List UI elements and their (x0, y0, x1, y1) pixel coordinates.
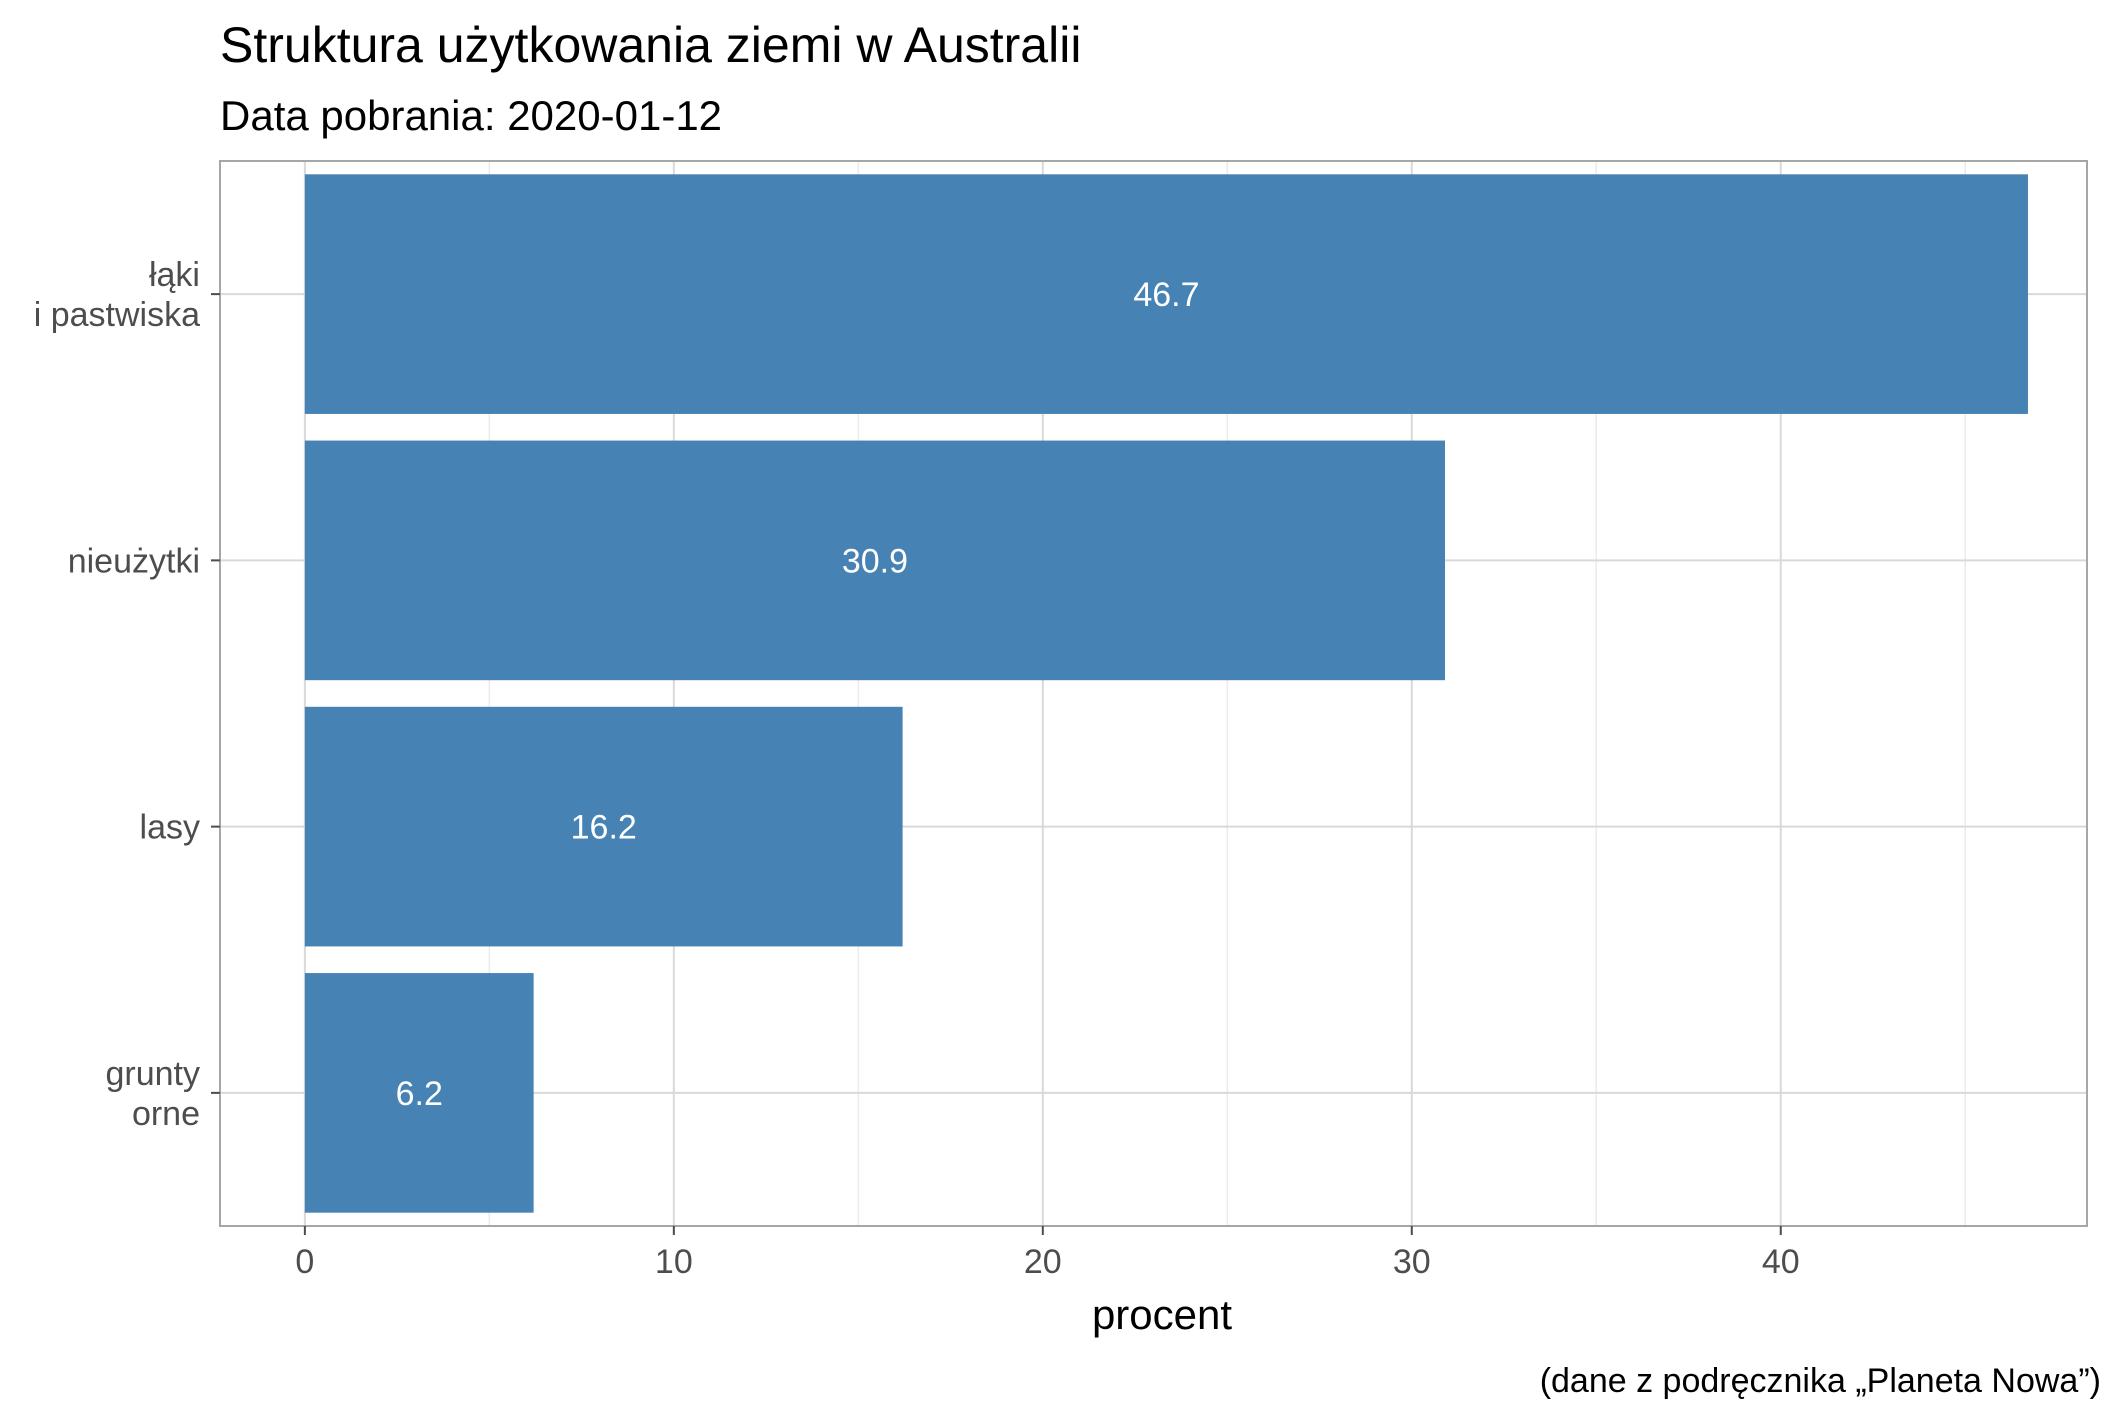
category-label-line: lasy (140, 809, 200, 847)
bar (304, 174, 2028, 414)
x-tick-label: 0 (295, 1243, 314, 1281)
category-label-line: grunty (106, 1055, 201, 1093)
x-tick-label: 20 (1024, 1243, 1062, 1281)
category-label: nieużytki (68, 542, 200, 580)
panel-border (219, 160, 2088, 1227)
category-label-line: łąki (149, 256, 200, 294)
category-label-line: i pastwiska (34, 296, 200, 334)
category-label: grunty orne (106, 1055, 201, 1133)
data-label: 16.2 (571, 809, 637, 847)
x-tick-label: 10 (655, 1243, 693, 1281)
x-tick-label: 30 (1393, 1243, 1431, 1281)
plot-area: 46.7 30.9 16.2 6.2 łąki i pastwiska nieużytki l… (34, 160, 2088, 1281)
x-tick-label: 40 (1762, 1243, 1800, 1281)
category-label: łąki i pastwiska (34, 256, 200, 334)
data-label: 46.7 (1133, 276, 1199, 314)
category-label-line: nieużytki (68, 542, 200, 580)
x-axis-title: procent (1092, 1291, 1232, 1338)
chart-caption: (dane z podręcznika „Planeta Nowa”) (1540, 1362, 2101, 1400)
chart-title: Struktura użytkowania ziemi w Australii (220, 17, 1081, 73)
bar (304, 973, 534, 1213)
bar (304, 706, 903, 947)
data-label: 30.9 (842, 542, 908, 580)
category-label-line: orne (132, 1095, 200, 1133)
category-label: lasy (140, 809, 200, 847)
chart-subtitle: Data pobrania: 2020-01-12 (220, 92, 722, 139)
bar (304, 440, 1445, 681)
data-label: 6.2 (396, 1075, 443, 1113)
